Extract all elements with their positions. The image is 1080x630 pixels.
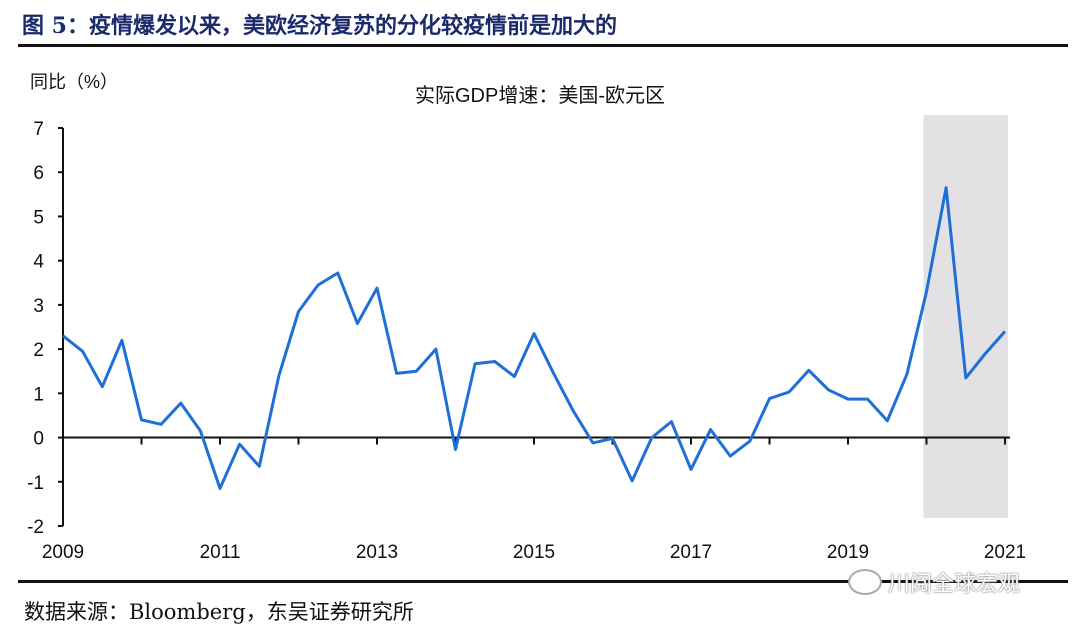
y-tick-label: 7 <box>33 119 44 140</box>
x-tick-label: 2009 <box>42 542 84 563</box>
source-note: 数据来源：Bloomberg，东吴证券研究所 <box>24 600 414 624</box>
y-tick-label: 5 <box>33 207 44 228</box>
y-tick-label: 2 <box>33 340 44 361</box>
y-tick-label: -1 <box>27 473 44 494</box>
y-tick-label: 6 <box>33 163 44 184</box>
top-rule <box>18 44 1068 47</box>
x-tick-label: 2011 <box>200 542 241 563</box>
chart-title: 实际GDP增速：美国-欧元区 <box>415 84 665 107</box>
shaded-region <box>923 115 1008 518</box>
y-tick-label: -2 <box>27 517 44 538</box>
y-tick-label: 0 <box>33 429 44 450</box>
x-tick-label: 2021 <box>984 542 1026 563</box>
x-tick-label: 2017 <box>670 542 712 563</box>
watermark: 川阅全球宏观 <box>848 566 1020 598</box>
bottom-rule <box>18 580 1068 583</box>
wechat-icon <box>848 569 882 595</box>
y-tick-label: 4 <box>33 252 44 273</box>
x-tick-label: 2019 <box>827 542 869 563</box>
y-tick-label: 1 <box>33 384 44 405</box>
x-tick-label: 2015 <box>513 542 555 563</box>
y-axis-label: 同比（%） <box>30 72 118 92</box>
watermark-text: 川阅全球宏观 <box>888 572 1021 597</box>
y-tick-label: 3 <box>33 296 44 317</box>
figure-title: 图 5：疫情爆发以来，美欧经济复苏的分化较疫情前是加大的 <box>22 13 617 39</box>
x-tick-label: 2013 <box>356 542 398 563</box>
